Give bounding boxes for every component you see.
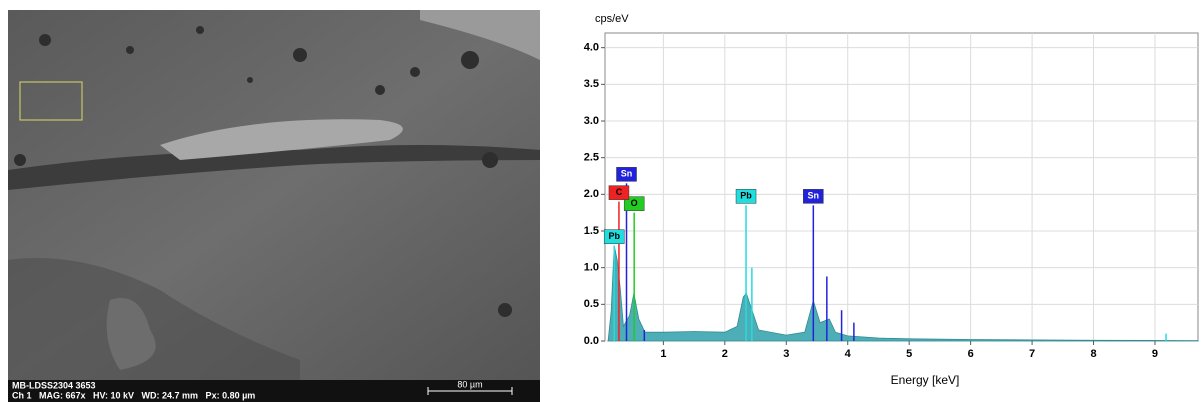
x-tick-label: 6 [968,348,974,360]
y-tick-label: 3.0 [584,115,599,127]
selection-box [19,81,83,121]
image-info: Ch 1 MAG: 667x HV: 10 kV WD: 24.7 mm Px:… [12,390,255,400]
x-tick-label: 4 [845,348,852,360]
debris [14,26,512,317]
element-label: O [631,198,638,208]
x-tick-label: 2 [722,348,728,360]
y-tick-label: 0.5 [584,298,599,310]
y-tick-label: 2.0 [584,188,599,200]
x-tick-label: 3 [783,348,789,360]
y-tick-label: 0.0 [584,335,599,347]
info-bar [8,380,540,402]
sem-image: MB-LDSS2304 3653 Ch 1 MAG: 667x HV: 10 k… [8,10,540,402]
scale-bar [427,387,513,395]
x-axis-label: Energy [keV] [891,373,960,387]
bright-ridge [160,119,403,160]
x-tick-label: 8 [1090,348,1096,360]
x-tick-label: 7 [1029,348,1035,360]
plot-area [604,32,1199,342]
chart: cps/eV Energy [keV] 0.0 0.5 1.0 1.5 2.0 2.5 3.… [584,13,1199,387]
element-label-box [803,189,824,204]
shadow [8,258,300,380]
element-label-box [623,196,645,211]
scale-bar-label: 80 µm [457,379,482,389]
element-label: C [616,187,623,197]
y-tick-label: 4.0 [584,42,599,54]
x-tick-label: 9 [1152,348,1158,360]
x-tick-label: 5 [906,348,912,360]
y-tick-label: 2.5 [584,152,599,164]
y-tick-label: 1.5 [584,225,599,237]
element-label-box [603,229,625,244]
element-label: Pb [608,231,620,241]
bright-corner [420,10,540,60]
element-label: Sn [808,191,820,201]
element-label: Sn [621,169,633,179]
y-tick-label: 1.0 [584,262,599,274]
element-label-box [735,189,757,204]
element-label: Pb [740,191,752,201]
x-tick-label: 1 [660,348,666,360]
ridge [8,145,540,190]
y-axis-label: cps/eV [595,13,629,25]
element-label-box [616,167,637,182]
element-label-box [608,185,630,200]
y-tick-label: 3.5 [584,78,599,90]
sample-id: MB-LDSS2304 3653 [12,380,96,390]
